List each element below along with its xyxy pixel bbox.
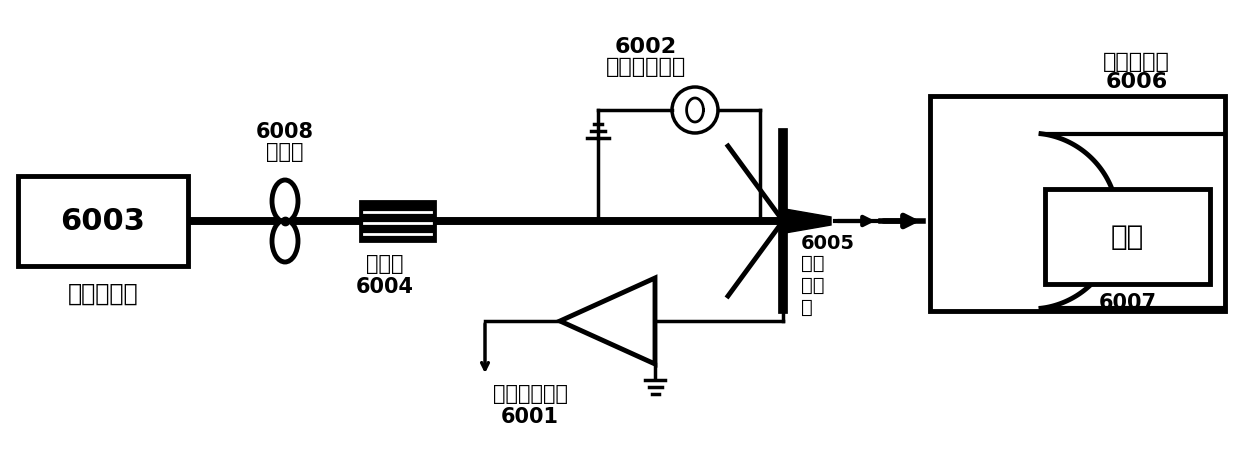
Bar	[360, 201, 435, 241]
Text: 样品: 样品	[1111, 223, 1145, 251]
Ellipse shape	[272, 180, 298, 223]
Text: 飞秒激光器: 飞秒激光器	[68, 281, 139, 306]
Text: 6006: 6006	[1105, 72, 1168, 92]
Bar	[930, 97, 1225, 311]
Text: 信号输出电路: 信号输出电路	[492, 383, 568, 403]
Text: 6002: 6002	[615, 37, 677, 57]
Text: 太赫
兹天
线: 太赫 兹天 线	[801, 253, 825, 317]
Bar	[19, 177, 188, 267]
Text: 偏置电压电路: 偏置电压电路	[606, 57, 686, 77]
Text: 斩波器: 斩波器	[267, 142, 304, 162]
Text: 6005: 6005	[801, 234, 856, 252]
Text: 抛物反射镜: 抛物反射镜	[1104, 52, 1169, 72]
Text: 6007: 6007	[1099, 292, 1157, 312]
Ellipse shape	[272, 220, 298, 262]
Polygon shape	[785, 209, 831, 234]
Text: 6004: 6004	[356, 277, 414, 297]
Text: 延迟线: 延迟线	[366, 253, 404, 273]
Bar	[1045, 189, 1210, 284]
Text: 6001: 6001	[501, 406, 559, 426]
Text: 6003: 6003	[61, 207, 145, 236]
Text: 6008: 6008	[255, 122, 314, 142]
